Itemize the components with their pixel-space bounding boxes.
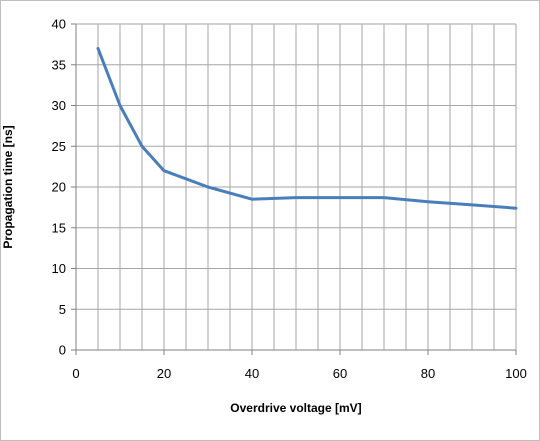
y-tick-label: 20 xyxy=(52,180,66,195)
y-tick-label: 10 xyxy=(52,261,66,276)
x-tick-label: 20 xyxy=(157,366,171,381)
y-tick-label: 35 xyxy=(52,57,66,72)
x-tick-label: 40 xyxy=(245,366,259,381)
y-tick-label: 15 xyxy=(52,220,66,235)
x-tick-label: 0 xyxy=(72,366,79,381)
y-axis-title: Propagation time [ns] xyxy=(1,125,15,248)
series-layer xyxy=(96,46,518,210)
x-tick-label: 60 xyxy=(333,366,347,381)
series-line xyxy=(96,46,518,210)
axes xyxy=(71,23,517,355)
x-tick-label: 100 xyxy=(505,366,527,381)
y-tick-label: 0 xyxy=(59,343,66,358)
y-tick-label: 40 xyxy=(52,17,66,32)
tick-labels: 0 5 10 15 20 25 30 35 40 0 20 40 60 80 100 xyxy=(52,17,527,382)
gridlines xyxy=(76,23,517,350)
y-tick-label: 25 xyxy=(52,139,66,154)
y-tick-label: 5 xyxy=(59,302,66,317)
y-tick-label: 30 xyxy=(52,98,66,113)
x-tick-label: 80 xyxy=(421,366,435,381)
x-axis-title: Overdrive voltage [mV] xyxy=(230,401,361,415)
